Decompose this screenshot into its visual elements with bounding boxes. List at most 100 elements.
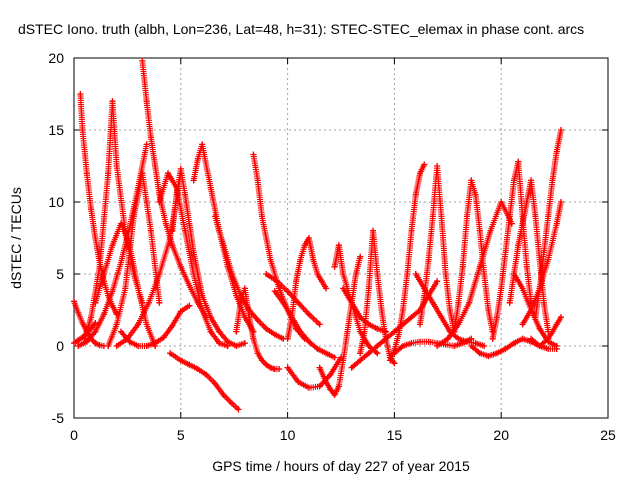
- data-point: [79, 319, 86, 326]
- data-point: [515, 242, 522, 249]
- data-point: [143, 321, 150, 328]
- data-point: [75, 309, 82, 316]
- data-point: [391, 350, 398, 357]
- data-point: [182, 227, 189, 234]
- data-point: [177, 357, 184, 364]
- data-point: [327, 371, 334, 378]
- data-point: [417, 170, 424, 177]
- data-point: [284, 335, 291, 342]
- data-point: [92, 235, 99, 241]
- data-point: [96, 263, 103, 270]
- data-point: [169, 242, 176, 249]
- data-point: [237, 299, 244, 306]
- data-point: [71, 298, 77, 305]
- data-point: [177, 263, 184, 270]
- data-point: [316, 321, 323, 328]
- series-20: [284, 354, 344, 391]
- y-tick-label: 0: [56, 338, 64, 354]
- data-point: [186, 361, 193, 368]
- data-point: [135, 343, 142, 349]
- data-point: [374, 343, 381, 349]
- data-point: [273, 278, 280, 285]
- data-point: [316, 383, 323, 390]
- data-point: [382, 335, 389, 342]
- y-axis: -5 0 5 10 15 20: [48, 50, 608, 426]
- y-tick-label: 15: [48, 122, 64, 138]
- x-tick-label: 25: [600, 427, 616, 443]
- data-point: [553, 148, 560, 155]
- data-point: [160, 334, 167, 341]
- data-point: [365, 321, 372, 328]
- data-point: [122, 285, 129, 292]
- x-tick-label: 20: [493, 427, 509, 443]
- data-point: [220, 391, 227, 398]
- data-point: [254, 177, 261, 184]
- data-point: [135, 321, 142, 328]
- data-point: [263, 271, 270, 277]
- data-point: [267, 256, 274, 263]
- data-point: [476, 227, 483, 234]
- data-point: [374, 271, 381, 277]
- series-24: [357, 227, 398, 367]
- data-point: [71, 340, 77, 347]
- series-13: [156, 170, 231, 349]
- data-point: [374, 325, 381, 332]
- data-point: [109, 288, 116, 295]
- data-point: [323, 350, 330, 357]
- data-point: [276, 366, 283, 373]
- data-point: [536, 285, 543, 292]
- data-point: [194, 155, 201, 162]
- data-point: [549, 328, 556, 335]
- data-point: [284, 364, 291, 371]
- series-19: [284, 235, 330, 342]
- data-point: [493, 314, 500, 321]
- data-point: [476, 263, 483, 270]
- data-point: [361, 328, 368, 335]
- data-point: [235, 406, 242, 413]
- data-point: [92, 319, 99, 326]
- data-point: [519, 321, 526, 328]
- data-point: [374, 350, 381, 357]
- data-point: [246, 307, 253, 313]
- data-point: [511, 340, 518, 347]
- data-point: [399, 343, 406, 349]
- data-point: [536, 343, 543, 349]
- series-10: [167, 350, 242, 413]
- data-point: [96, 342, 103, 349]
- data-point: [404, 271, 411, 277]
- data-point: [540, 249, 547, 256]
- data-point: [267, 364, 274, 371]
- data-point: [254, 317, 261, 324]
- y-tick-label: -5: [52, 410, 65, 426]
- data-point: [143, 343, 150, 349]
- data-point: [301, 242, 308, 249]
- data-point: [100, 311, 107, 318]
- data-point: [487, 227, 494, 234]
- data-point: [156, 299, 163, 306]
- series-37: [519, 199, 565, 328]
- data-point: [105, 343, 112, 349]
- data-point: [323, 285, 330, 292]
- data-point: [378, 307, 385, 313]
- data-point: [216, 340, 223, 347]
- data-point: [421, 161, 428, 168]
- data-point: [211, 380, 218, 387]
- data-point: [233, 328, 240, 335]
- y-tick-label: 20: [48, 50, 64, 66]
- data-point: [357, 253, 364, 260]
- series-21: [316, 253, 364, 398]
- series-23: [340, 285, 389, 335]
- data-point: [135, 285, 142, 292]
- data-point: [340, 271, 347, 277]
- data-point: [528, 177, 535, 184]
- data-point: [357, 314, 364, 321]
- series-26: [387, 161, 428, 364]
- data-point: [190, 177, 197, 184]
- data-point: [451, 343, 458, 349]
- data-point: [145, 299, 152, 306]
- data-point: [540, 299, 547, 306]
- data-point: [250, 151, 257, 158]
- data-point: [434, 278, 441, 285]
- data-point: [558, 314, 565, 321]
- data-point: [113, 163, 120, 169]
